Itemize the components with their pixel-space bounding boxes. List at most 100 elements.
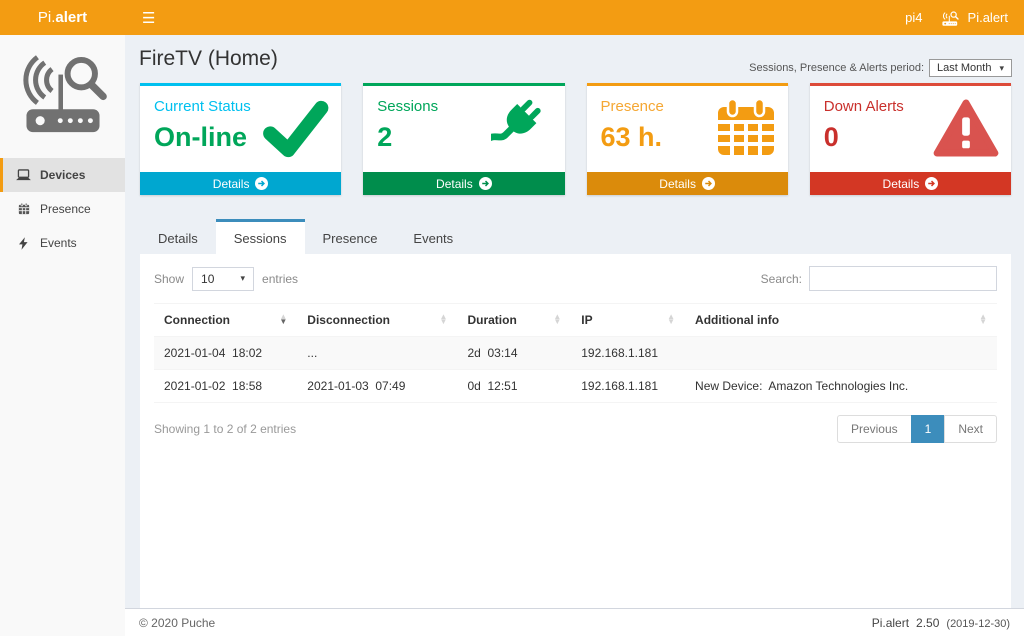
chevron-down-icon: ▾ (999, 62, 1004, 73)
current-status-body: Current Status On-line (140, 86, 341, 172)
down-alerts-label: Down Alerts (823, 98, 904, 115)
show-label: Show (154, 271, 185, 286)
bolt-icon (16, 236, 31, 250)
column-header-additional-info[interactable]: Additional info ▲ ▼ (685, 303, 997, 337)
tab-details[interactable]: Details (158, 231, 198, 246)
table-header-row: Connection ▲ ▼ Disconnection ▲ ▼ Duration ▲ ▼ … (154, 303, 997, 337)
sort-icon: ▲ ▼ (667, 312, 676, 326)
brand-logo[interactable]: Pi.alert (0, 9, 125, 26)
cell-connection: 2021-01-04 18:02 (154, 336, 298, 370)
navbar-right: pi4 Pi.alert (905, 9, 1024, 27)
page-length-value: 10 (201, 271, 215, 286)
cell-disconnection: 2021-01-03 07:49 (297, 369, 458, 403)
sessions-table: Connection ▲ ▼ Disconnection ▲ ▼ Duration ▲ ▼ … (154, 303, 997, 403)
summary-boxes: Current Status On-line Details Sessions … (140, 83, 1011, 195)
hostname-link[interactable]: pi4 (905, 10, 923, 25)
column-header-disconnection[interactable]: Disconnection ▲ ▼ (297, 303, 458, 337)
period-select[interactable]: Last Month ▾ (929, 59, 1012, 77)
footer-version-date: (2019-12-30) (946, 617, 1010, 630)
page-length-select[interactable]: 10 ▾ (192, 266, 255, 291)
down-alerts-box: Down Alerts 0 Details (809, 83, 1011, 195)
pagination: Previous 1 Next (836, 415, 997, 443)
tab-presence[interactable]: Presence (322, 231, 378, 246)
current-status-details-button[interactable]: Details (140, 172, 342, 195)
table-info: Showing 1 to 2 of 2 entries (154, 422, 297, 436)
page-1-button[interactable]: 1 (910, 415, 946, 443)
user-app-name: Pi.alert (967, 10, 1008, 25)
calendar-icon (16, 203, 31, 215)
details-label: Details (659, 176, 696, 191)
laptop-icon (16, 169, 31, 181)
tab-sessions[interactable]: Sessions (215, 219, 305, 254)
calendar-icon (716, 97, 776, 162)
check-icon (261, 99, 329, 164)
arrow-circle-right-icon (478, 177, 492, 190)
arrow-circle-right-icon (255, 177, 269, 190)
sort-icon: ▲ ▼ (279, 312, 288, 326)
brand-prefix: Pi. (37, 9, 56, 26)
sidebar-item-devices[interactable]: Devices (0, 158, 125, 192)
sidebar-item-events[interactable]: Events (0, 226, 125, 260)
details-label: Details (212, 176, 250, 191)
content-area: FireTV (Home) Sessions, Presence & Alert… (125, 35, 1024, 608)
current-status-value: On-line (154, 122, 247, 152)
page-footer: © 2020 Puche Pi.alert 2.50 (2019-12-30) (125, 608, 1024, 636)
sidebar-item-label: Events (40, 236, 77, 250)
previous-page-button[interactable]: Previous (836, 415, 912, 443)
warning-icon (933, 99, 999, 162)
next-page-button[interactable]: Next (944, 415, 997, 443)
presence-label: Presence (600, 98, 664, 115)
sessions-box: Sessions 2 Details (363, 83, 565, 195)
table-row[interactable]: 2021-01-02 18:58 2021-01-03 07:49 0d 12:… (154, 369, 997, 403)
cell-duration: 2d 03:14 (457, 336, 572, 370)
down-alerts-body: Down Alerts 0 (810, 86, 1011, 172)
sidebar-item-label: Presence (40, 202, 91, 216)
presence-box: Presence 63 h. Details (586, 83, 788, 195)
sidebar-item-label: Devices (40, 168, 86, 182)
presence-body: Presence 63 h. (587, 86, 788, 172)
table-row[interactable]: 2021-01-04 18:02 ... 2d 03:14 192.168.1.… (154, 336, 997, 370)
tab-events[interactable]: Events (413, 231, 454, 246)
sessions-value: 2 (377, 122, 393, 152)
footer-version-number: 2.50 (916, 615, 940, 630)
sort-icon: ▲ ▼ (553, 312, 562, 326)
copyright: © 2020 Puche (139, 615, 216, 630)
cell-additional-info (685, 336, 997, 370)
table-footer: Showing 1 to 2 of 2 entries Previous 1 N… (154, 415, 997, 443)
cell-disconnection: ... (297, 336, 458, 370)
down-alerts-value: 0 (823, 122, 839, 152)
sidebar-logo (0, 35, 125, 158)
page-length-control: Show 10 ▾ entries (154, 266, 299, 291)
search-label: Search: (760, 271, 802, 286)
sessions-body: Sessions 2 (363, 86, 564, 172)
sessions-details-button[interactable]: Details (363, 172, 565, 195)
sidebar-item-presence[interactable]: Presence (0, 192, 125, 226)
hamburger-icon[interactable]: ☰ (142, 9, 157, 27)
column-header-connection[interactable]: Connection ▲ ▼ (154, 303, 298, 337)
arrow-circle-right-icon (701, 177, 715, 190)
user-menu[interactable]: Pi.alert (939, 9, 1008, 27)
details-label: Details (882, 176, 920, 191)
search-input[interactable] (809, 266, 997, 291)
entries-label: entries (262, 271, 299, 286)
router-magnifier-logo (22, 55, 107, 133)
footer-app-name: Pi.alert (871, 615, 910, 630)
column-header-duration[interactable]: Duration ▲ ▼ (457, 303, 572, 337)
cell-ip: 192.168.1.181 (571, 369, 686, 403)
chevron-down-icon: ▾ (240, 273, 246, 283)
cell-ip: 192.168.1.181 (571, 336, 686, 370)
cell-duration: 0d 12:51 (457, 369, 572, 403)
plug-icon (486, 99, 553, 166)
search-control: Search: (761, 266, 997, 291)
period-control: Sessions, Presence & Alerts period: Last… (749, 59, 1012, 77)
cell-additional-info: New Device: Amazon Technologies Inc. (685, 369, 997, 403)
table-controls: Show 10 ▾ entries Search: (154, 266, 997, 291)
column-header-ip[interactable]: IP ▲ ▼ (571, 303, 686, 337)
details-label: Details (436, 176, 473, 191)
down-alerts-details-button[interactable]: Details (809, 172, 1011, 195)
period-label: Sessions, Presence & Alerts period: (749, 62, 925, 74)
presence-details-button[interactable]: Details (586, 172, 788, 195)
sort-icon: ▲ ▼ (979, 312, 987, 326)
cell-connection: 2021-01-02 18:58 (154, 369, 298, 403)
page-title: FireTV (Home) (139, 47, 278, 70)
